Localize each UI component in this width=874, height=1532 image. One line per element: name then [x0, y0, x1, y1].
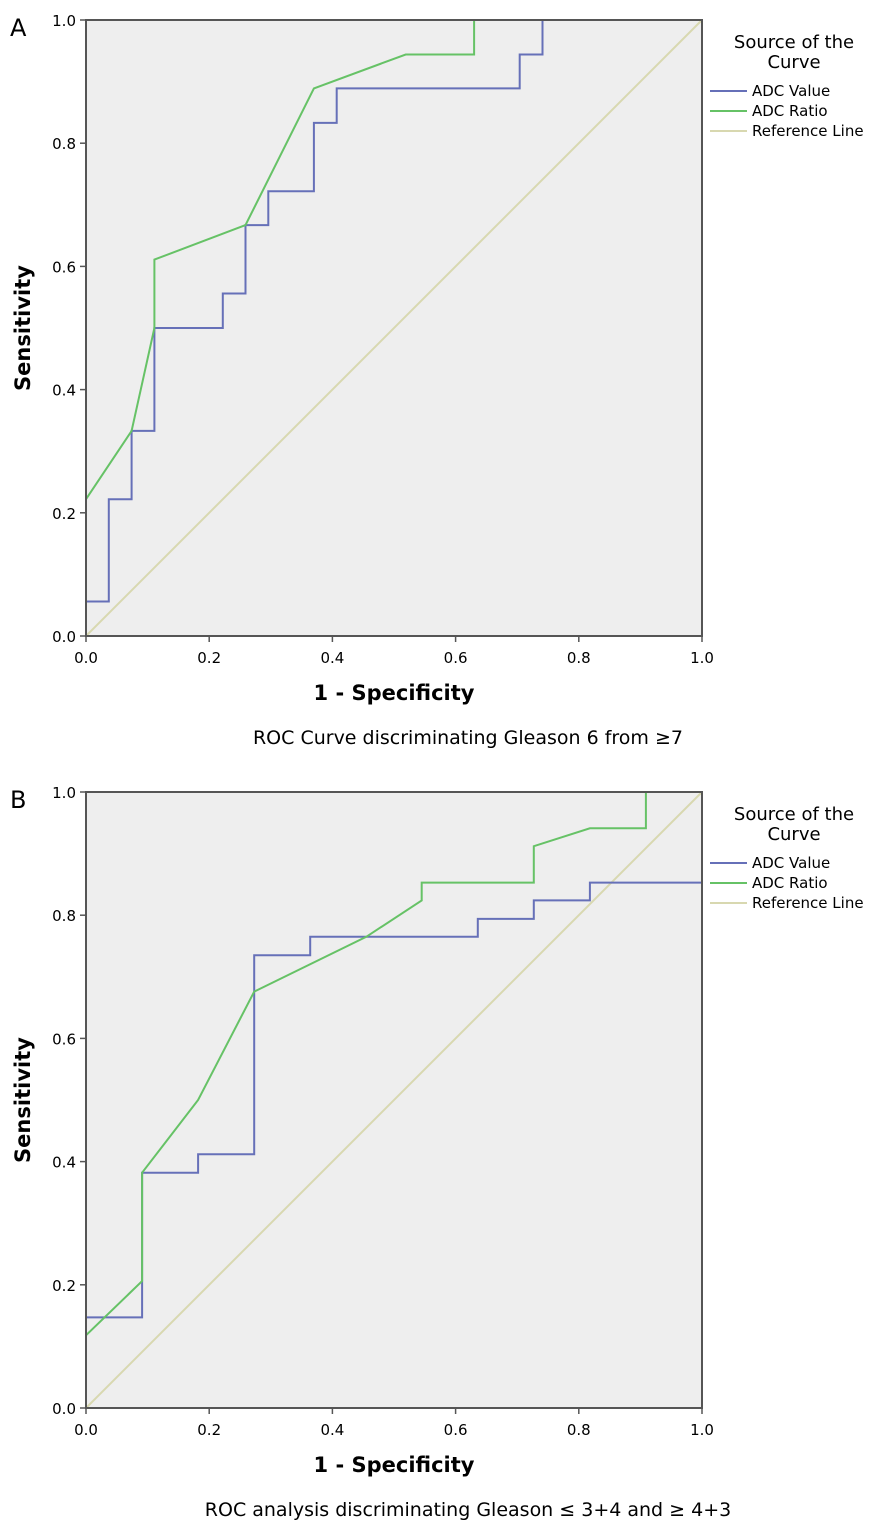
y-tick-label: 0.8	[52, 135, 76, 153]
roc-chart-b-svg: B 0.0 0.2 0.4 0.6 0.8 1.0 0.0 0.2 0.4 0.6 0.8 1.0 1 -…	[10, 784, 864, 1521]
y-tick-label: 0.6	[52, 1030, 76, 1048]
y-tick-label: 0.4	[52, 382, 76, 400]
x-axis-title: 1 - Specificity	[314, 1453, 475, 1477]
roc-chart-panel-a: A 0.0 0.2 0.4 0.6 0.8 1.0 0.0 0.2 0.4 0.6 0.8 1.0 1 -…	[0, 0, 874, 760]
y-tick-label: 0.8	[52, 907, 76, 925]
y-tick-label: 1.0	[52, 784, 76, 802]
series-line-adc-ratio	[85, 19, 702, 636]
x-tick-label: 0.6	[444, 649, 468, 667]
series-line-reference-line	[85, 19, 703, 637]
legend-item-label: ADC Ratio	[752, 102, 828, 120]
y-tick-label: 0.6	[52, 258, 76, 276]
x-tick-label: 0.0	[74, 1421, 98, 1439]
x-tick-label: 0.4	[320, 649, 344, 667]
x-tick-label: 0.6	[444, 1421, 468, 1439]
legend-title: Source of the	[734, 32, 854, 53]
legend-item-label: Reference Line	[752, 122, 864, 140]
legend-item-label: Reference Line	[752, 894, 864, 912]
x-tick-label: 0.8	[567, 649, 591, 667]
series-line-reference-line	[85, 791, 703, 1409]
y-axis-title: Sensitivity	[11, 1037, 35, 1163]
x-tick-label: 1.0	[690, 1421, 714, 1439]
x-axis-title: 1 - Specificity	[314, 681, 475, 705]
x-tick-label: 0.4	[320, 1421, 344, 1439]
y-tick-label: 1.0	[52, 12, 76, 30]
x-tick-label: 0.2	[197, 649, 221, 667]
chart-caption: ROC Curve discriminating Gleason 6 from …	[253, 727, 683, 749]
legend-item-label: ADC Ratio	[752, 874, 828, 892]
legend-title: Curve	[767, 824, 820, 845]
plot-frame	[85, 791, 703, 1409]
x-tick-label: 0.0	[74, 649, 98, 667]
panel-letter: A	[10, 14, 27, 42]
y-tick-label: 0.4	[52, 1154, 76, 1172]
chart-caption: ROC analysis discriminating Gleason ≤ 3+…	[205, 1499, 731, 1521]
plot-frame	[85, 19, 703, 637]
roc-chart-panel-b: B 0.0 0.2 0.4 0.6 0.8 1.0 0.0 0.2 0.4 0.6 0.8 1.0 1 -…	[0, 772, 874, 1532]
x-tick-label: 1.0	[690, 649, 714, 667]
legend-item-label: ADC Value	[752, 854, 830, 872]
y-tick-label: 0.0	[52, 628, 76, 646]
y-tick-label: 0.2	[52, 1277, 76, 1295]
x-tick-label: 0.2	[197, 1421, 221, 1439]
y-tick-label: 0.2	[52, 505, 76, 523]
legend-title: Curve	[767, 52, 820, 73]
x-tick-label: 0.8	[567, 1421, 591, 1439]
series-line-adc-ratio	[85, 791, 702, 1408]
roc-chart-a-svg: A 0.0 0.2 0.4 0.6 0.8 1.0 0.0 0.2 0.4 0.6 0.8 1.0 1 -…	[10, 12, 864, 749]
legend-title: Source of the	[734, 804, 854, 825]
y-tick-label: 0.0	[52, 1400, 76, 1418]
panel-letter: B	[10, 786, 26, 814]
y-axis-title: Sensitivity	[11, 265, 35, 391]
legend-item-label: ADC Value	[752, 82, 830, 100]
